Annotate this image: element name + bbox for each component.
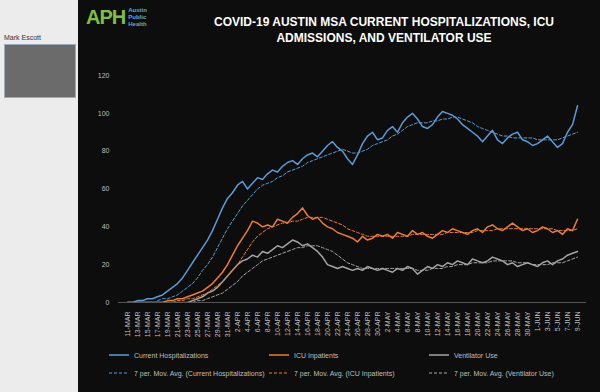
svg-text:2-APR: 2-APR	[234, 312, 241, 333]
svg-text:14-APR: 14-APR	[294, 312, 301, 337]
svg-text:40: 40	[102, 223, 110, 230]
html-text:COVID-19 AUSTIN MSA CURRENT HO: COVID-19 AUSTIN MSA CURRENT HOSPITALIZAT…	[214, 15, 554, 45]
svg-text:1-JUN: 1-JUN	[534, 312, 541, 332]
svg-text:12-APR: 12-APR	[284, 312, 291, 337]
svg-text:31-MAR: 31-MAR	[224, 312, 231, 338]
svg-text:20: 20	[102, 261, 110, 268]
svg-text:27-MAR: 27-MAR	[204, 312, 211, 338]
html-text:7 per. Mov. Avg. (Current Hosp: 7 per. Mov. Avg. (Current Hospitalizatio…	[134, 369, 265, 377]
svg-text:28-MAY: 28-MAY	[514, 311, 521, 336]
svg-text:3-JUN: 3-JUN	[544, 312, 551, 332]
svg-text:12-MAY: 12-MAY	[434, 311, 441, 336]
svg-text:14-MAY: 14-MAY	[444, 311, 451, 336]
svg-text:20-APR: 20-APR	[324, 312, 331, 337]
svg-text:2-MAY: 2-MAY	[384, 311, 391, 332]
svg-text:18-MAY: 18-MAY	[464, 311, 471, 336]
svg-text:16-MAY: 16-MAY	[454, 311, 461, 336]
svg-text:29-MAR: 29-MAR	[214, 312, 221, 338]
svg-text:28-APR: 28-APR	[364, 312, 371, 337]
svg-text:4-MAY: 4-MAY	[394, 311, 401, 332]
svg-text:10-APR: 10-APR	[274, 312, 281, 337]
svg-text:17-MAR: 17-MAR	[154, 312, 161, 338]
svg-text:30-MAY: 30-MAY	[524, 311, 531, 336]
html-text:Public: Public	[128, 14, 147, 20]
svg-text:23-MAR: 23-MAR	[184, 312, 191, 338]
svg-text:20-MAY: 20-MAY	[474, 311, 481, 336]
svg-text:24-MAY: 24-MAY	[494, 311, 501, 336]
svg-text:10-MAY: 10-MAY	[424, 311, 431, 336]
svg-text:60: 60	[102, 185, 110, 192]
svg-text:100: 100	[98, 110, 110, 117]
svg-text:8-APR: 8-APR	[264, 312, 271, 333]
svg-text:80: 80	[102, 147, 110, 154]
html-text:ICU Inpatients: ICU Inpatients	[294, 351, 339, 359]
html-text:APH: APH	[86, 6, 126, 28]
html-text:Health: Health	[128, 21, 147, 27]
svg-text:18-APR: 18-APR	[314, 312, 321, 337]
svg-text:24-APR: 24-APR	[344, 312, 351, 337]
svg-text:6-APR: 6-APR	[254, 312, 261, 333]
svg-text:30-APR: 30-APR	[374, 312, 381, 337]
svg-text:13-MAR: 13-MAR	[134, 312, 141, 338]
svg-text:9-JUN: 9-JUN	[574, 312, 581, 332]
svg-text:25-MAR: 25-MAR	[194, 312, 201, 338]
svg-text:7-JUN: 7-JUN	[564, 312, 571, 332]
svg-text:21-MAR: 21-MAR	[174, 312, 181, 338]
svg-text:11-MAR: 11-MAR	[124, 312, 131, 337]
svg-text:8-MAY: 8-MAY	[414, 311, 421, 332]
html-text:Austin: Austin	[128, 7, 147, 13]
svg-text:0: 0	[106, 299, 110, 306]
html-text:7 per. Mov. Avg. (Ventilator U: 7 per. Mov. Avg. (Ventilator Use)	[454, 369, 554, 377]
html-text:7 per. Mov. Avg. (ICU Inpatien: 7 per. Mov. Avg. (ICU Inpatients)	[294, 369, 395, 377]
svg-text:26-MAY: 26-MAY	[504, 311, 511, 336]
svg-text:5-JUN: 5-JUN	[554, 312, 561, 332]
html-text:Current Hospitalizations: Current Hospitalizations	[134, 351, 209, 359]
svg-text:15-MAR: 15-MAR	[144, 312, 151, 338]
svg-text:22-MAY: 22-MAY	[484, 311, 491, 336]
svg-text:120: 120	[98, 72, 110, 79]
svg-text:4-APR: 4-APR	[244, 312, 251, 333]
svg-text:6-MAY: 6-MAY	[404, 311, 411, 332]
svg-text:26-APR: 26-APR	[354, 312, 361, 337]
svg-text:22-APR: 22-APR	[334, 312, 341, 337]
html-text:Ventilator Use: Ventilator Use	[454, 351, 498, 359]
svg-text:16-APR: 16-APR	[304, 312, 311, 337]
html-text:Mark Escott: Mark Escott	[4, 34, 41, 41]
svg-text:19-MAR: 19-MAR	[164, 312, 171, 338]
